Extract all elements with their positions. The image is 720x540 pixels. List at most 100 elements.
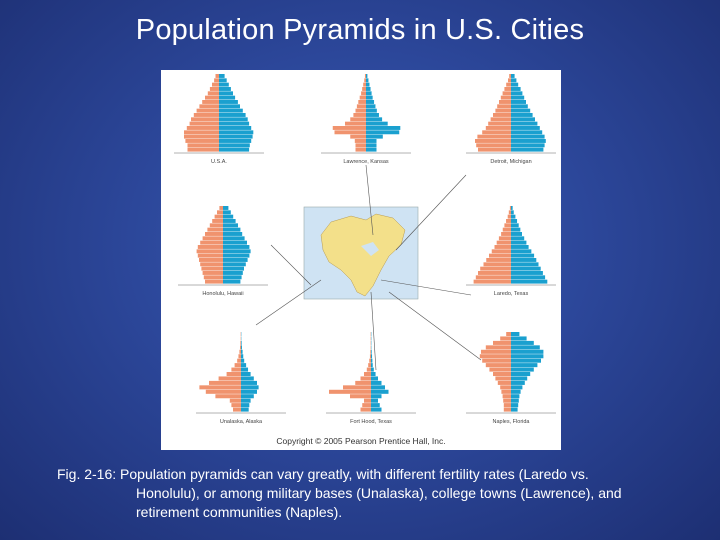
pyramid-label: Honolulu, Hawaii: [202, 291, 243, 297]
male-bar: [481, 349, 511, 354]
male-bar: [214, 78, 219, 83]
female-bar: [223, 258, 248, 262]
male-bar: [493, 340, 511, 345]
male-bar: [494, 245, 511, 249]
male-bar: [193, 113, 219, 117]
female-bar: [511, 275, 546, 280]
male-bar: [506, 219, 511, 223]
female-bar: [219, 91, 233, 96]
pyramid-honolulu: Honolulu, Hawaii: [178, 206, 268, 297]
female-bar: [511, 398, 519, 403]
male-bar: [209, 223, 223, 228]
male-bar: [495, 108, 511, 113]
connector-line: [388, 291, 482, 361]
male-bar: [207, 91, 219, 96]
male-bar: [234, 363, 241, 368]
pyramid-usa: U.S.A.: [174, 74, 264, 165]
male-bar: [509, 206, 511, 210]
male-bar: [350, 394, 371, 399]
female-bar: [371, 394, 382, 399]
male-bar: [187, 143, 219, 148]
female-bar: [219, 139, 252, 143]
female-bar: [511, 249, 532, 254]
male-bar: [214, 214, 223, 219]
male-bar: [185, 139, 219, 143]
female-bar: [511, 82, 519, 87]
copyright-notice: Copyright © 2005 Pearson Prentice Hall, …: [276, 436, 446, 446]
male-bar: [493, 113, 511, 117]
male-bar: [355, 380, 371, 385]
female-bar: [219, 74, 225, 78]
female-bar: [511, 363, 538, 368]
connector-line: [255, 279, 322, 326]
male-bar: [368, 363, 371, 368]
male-bar: [240, 345, 241, 350]
male-bar: [355, 108, 366, 113]
male-bar: [491, 249, 511, 254]
male-bar: [355, 147, 366, 152]
male-bar: [503, 407, 511, 412]
female-bar: [511, 139, 546, 143]
male-bar: [215, 74, 219, 78]
male-bar: [508, 78, 511, 83]
male-bar: [478, 147, 511, 152]
male-bar: [240, 340, 241, 345]
male-bar: [361, 91, 366, 96]
male-bar: [229, 398, 241, 403]
male-bar: [495, 376, 511, 381]
female-bar: [241, 340, 242, 345]
female-bar: [219, 147, 250, 152]
pyramid-laredo: Laredo, Texas: [466, 206, 556, 297]
female-bar: [366, 104, 376, 109]
female-bar: [366, 143, 377, 148]
female-bar: [511, 126, 540, 130]
female-bar: [223, 253, 250, 258]
male-bar: [237, 358, 241, 363]
female-bar: [511, 245, 529, 249]
female-bar: [511, 394, 520, 399]
pyramid-detroit: Detroit, Michigan: [466, 74, 556, 165]
female-bar: [241, 385, 259, 390]
male-bar: [332, 126, 366, 130]
female-bar: [223, 262, 246, 267]
slide-title: Population Pyramids in U.S. Cities: [135, 14, 585, 46]
female-bar: [366, 117, 383, 122]
female-bar: [511, 134, 545, 139]
female-bar: [511, 219, 518, 223]
female-bar: [511, 279, 548, 284]
pyramid-label: Fort Hood, Texas: [350, 419, 392, 425]
north-america-map: [303, 206, 419, 300]
female-bar: [219, 82, 229, 87]
female-bar: [371, 407, 382, 412]
male-bar: [502, 91, 511, 96]
male-bar: [364, 398, 371, 403]
male-bar: [508, 210, 511, 215]
female-bar: [511, 206, 513, 210]
male-bar: [353, 113, 366, 117]
male-bar: [500, 336, 511, 341]
pyramid-label: Lawrence, Kansas: [343, 159, 388, 165]
male-bar: [350, 134, 366, 139]
male-bar: [202, 271, 223, 275]
male-bar: [503, 398, 511, 403]
female-bar: [219, 95, 236, 100]
pyramids-graphic: U.S.A. Lawrence, Kansas Detroit, Michigan H…: [174, 74, 556, 425]
male-bar: [473, 279, 511, 284]
male-bar: [500, 385, 511, 390]
male-bar: [504, 87, 511, 91]
male-bar: [209, 380, 241, 385]
female-bar: [366, 78, 369, 83]
pyramid-lawrence: Lawrence, Kansas: [321, 74, 411, 165]
female-bar: [511, 372, 531, 377]
male-bar: [488, 121, 511, 126]
female-bar: [223, 214, 234, 219]
caption-line: retirement communities (Naples).: [136, 504, 343, 520]
male-bar: [362, 87, 366, 91]
male-bar: [205, 389, 241, 394]
male-bar: [485, 126, 511, 130]
male-bar: [501, 232, 511, 236]
male-bar: [479, 354, 511, 359]
female-bar: [511, 236, 525, 241]
female-bar: [241, 363, 247, 368]
female-bar: [241, 358, 245, 363]
